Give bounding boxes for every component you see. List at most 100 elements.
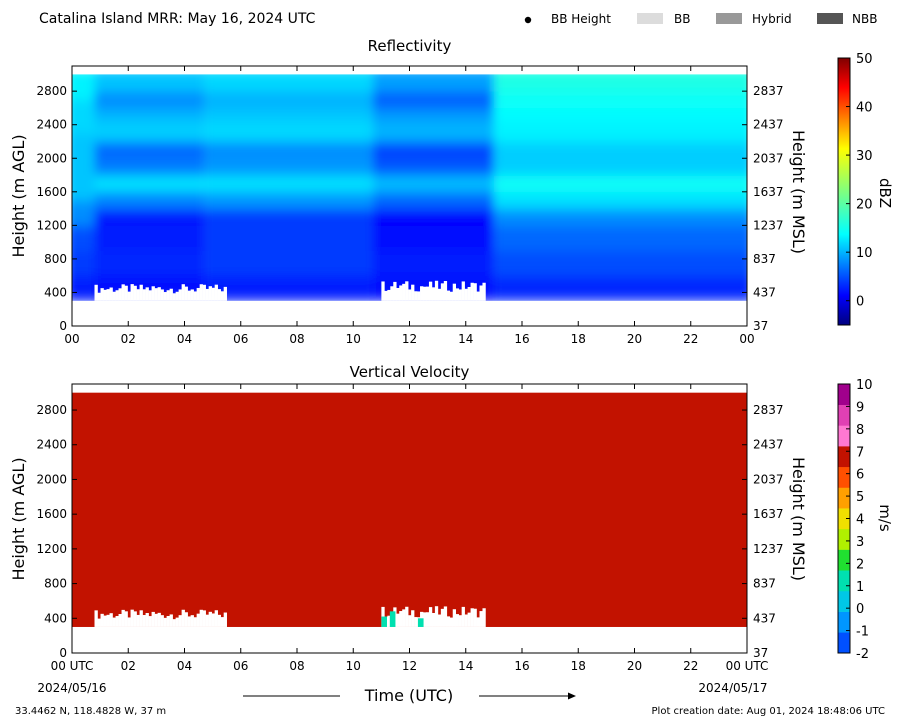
- reflectivity-ylabel-right: Height (m MSL): [789, 130, 808, 254]
- velocity-surface-gap-column: [94, 610, 98, 627]
- reflectivity-x-tick-label: 00: [64, 332, 79, 346]
- time-axis-label: Time (UTC): [364, 686, 453, 705]
- reflectivity-surface-gap-column: [199, 284, 203, 301]
- velocity-y-tick-label: 800: [44, 577, 67, 591]
- velocity-colorbar-label: m/s: [876, 504, 894, 532]
- velocity-surface-gap-column: [434, 606, 439, 627]
- reflectivity-y-tick-label-right: 437: [753, 285, 776, 299]
- velocity-surface-gap-column: [455, 614, 459, 627]
- reflectivity-surface-gap-column: [446, 290, 451, 301]
- legend-marker-bb-height: [524, 16, 532, 24]
- reflectivity-cell: [94, 91, 205, 109]
- velocity-y-tick-label-right: 837: [753, 577, 776, 591]
- velocity-surface-gap-column: [175, 617, 179, 627]
- reflectivity-surface-gap-column: [163, 292, 167, 301]
- reflectivity-colorbar-tick-label: 40: [856, 101, 873, 116]
- reflectivity-cell: [493, 107, 747, 122]
- velocity-y-tick-label: 400: [44, 611, 67, 625]
- reflectivity-surface-gap-column: [411, 284, 415, 301]
- reflectivity-surface-gap-column: [431, 287, 436, 301]
- reflectivity-colorbar: [837, 57, 851, 326]
- reflectivity-surface-gap-column: [109, 287, 113, 301]
- velocity-surface-gap-column: [220, 617, 224, 627]
- reflectivity-y-tick-label: 1600: [36, 185, 67, 199]
- reflectivity-surface-gap-column: [145, 287, 149, 301]
- reflectivity-surface-gap-column: [467, 286, 471, 301]
- velocity-surface-gap-column: [205, 614, 209, 627]
- velocity-colorbar-tick-label: -1: [856, 625, 869, 640]
- velocity-surface-gap-column: [437, 614, 442, 627]
- velocity-surface-gap-column: [464, 614, 468, 627]
- velocity-surface-gap-column: [163, 617, 167, 627]
- velocity-surface-gap-column: [187, 616, 191, 627]
- velocity-panel: Vertical Velocity 00 UTC 02 04 06 08 10 12 14 16…: [9, 363, 894, 673]
- reflectivity-surface-gap-column: [437, 288, 442, 301]
- velocity-surface-gap-column: [461, 606, 465, 627]
- reflectivity-colorbar-tick-label: 20: [856, 198, 873, 213]
- velocity-colorbar-swatch: [838, 384, 850, 405]
- velocity-x-tick-label: 00 UTC: [51, 659, 94, 673]
- reflectivity-surface-gap-column: [414, 291, 418, 301]
- velocity-y-tick-label-right: 2437: [753, 438, 784, 452]
- velocity-anomaly-cell: [417, 618, 424, 627]
- velocity-surface-gap-column: [157, 612, 161, 627]
- reflectivity-y-tick-label: 1200: [36, 218, 67, 232]
- reflectivity-cell: [204, 141, 373, 159]
- reflectivity-y-tick-label-right: 2437: [753, 118, 784, 132]
- reflectivity-x-tick-label: 06: [233, 332, 248, 346]
- velocity-x-tick-label: 20: [627, 659, 642, 673]
- velocity-surface-gap-column: [133, 611, 137, 627]
- reflectivity-surface-gap-column: [443, 280, 448, 301]
- reflectivity-surface-gap-column: [461, 281, 465, 301]
- reflectivity-surface-gap-column: [94, 284, 98, 301]
- reflectivity-y-tick-label-right: 2037: [753, 151, 784, 165]
- velocity-surface-gap-column: [112, 617, 116, 627]
- velocity-surface-gap-column: [217, 614, 221, 627]
- velocity-surface-gap-column: [476, 617, 480, 627]
- reflectivity-surface-gap-column: [136, 289, 140, 301]
- velocity-y-tick-label-right: 437: [753, 611, 776, 625]
- velocity-surface-gap-column: [405, 606, 409, 627]
- velocity-surface-gap-column: [151, 611, 155, 627]
- reflectivity-surface-gap-column: [211, 287, 215, 301]
- reflectivity-cell: [72, 250, 95, 277]
- velocity-heatmap: [72, 392, 747, 627]
- velocity-colorbar-swatch: [838, 570, 850, 592]
- velocity-y-tick-label-right: 2037: [753, 472, 784, 486]
- velocity-surface-gap-column: [193, 617, 197, 627]
- reflectivity-surface-gap-column: [473, 283, 477, 301]
- velocity-surface-gap-column: [169, 614, 173, 627]
- velocity-surface-gap-column: [443, 606, 448, 627]
- reflectivity-surface-gap-column: [425, 286, 430, 301]
- reflectivity-cell: [204, 107, 373, 122]
- reflectivity-panel: Reflectivity 00 02 04 06 08 10 12 14 16 18 20 22 000…: [9, 37, 894, 346]
- reflectivity-surface-gap-column: [124, 285, 128, 301]
- velocity-y-tick-label: 2800: [36, 403, 67, 417]
- velocity-surface-gap-column: [482, 608, 486, 627]
- velocity-surface-gap-column: [145, 613, 149, 627]
- reflectivity-surface-gap-column: [479, 285, 483, 301]
- reflectivity-cell: [493, 208, 747, 226]
- velocity-surface-gap-column: [425, 612, 430, 627]
- reflectivity-surface-gap-column: [154, 288, 158, 301]
- velocity-colorbar-swatch: [838, 466, 850, 488]
- reflectivity-cell: [204, 158, 373, 176]
- reflectivity-cell: [493, 120, 747, 142]
- reflectivity-surface-gap-column: [196, 287, 200, 301]
- reflectivity-cell: [372, 107, 494, 122]
- velocity-surface-gap-column: [100, 613, 104, 627]
- reflectivity-cell: [493, 158, 747, 176]
- reflectivity-surface-gap-column: [205, 288, 209, 301]
- velocity-colorbar: -2 -1 0 1 2 3 4 5 6 7 8 9 10: [837, 378, 873, 662]
- velocity-surface-gap-column: [97, 618, 101, 627]
- velocity-x-tick-label: 14: [458, 659, 473, 673]
- velocity-colorbar-swatch: [838, 508, 850, 530]
- reflectivity-y-tick-label-right: 837: [753, 252, 776, 266]
- figure-title: Catalina Island MRR: May 16, 2024 UTC: [39, 11, 316, 27]
- velocity-colorbar-tick-label: 3: [856, 535, 864, 550]
- velocity-surface-gap-column: [414, 617, 418, 627]
- velocity-surface-gap-column: [139, 610, 143, 627]
- reflectivity-surface-gap-column: [169, 288, 173, 301]
- reflectivity-surface-gap-column: [405, 281, 409, 301]
- reflectivity-surface-gap-column: [178, 289, 182, 301]
